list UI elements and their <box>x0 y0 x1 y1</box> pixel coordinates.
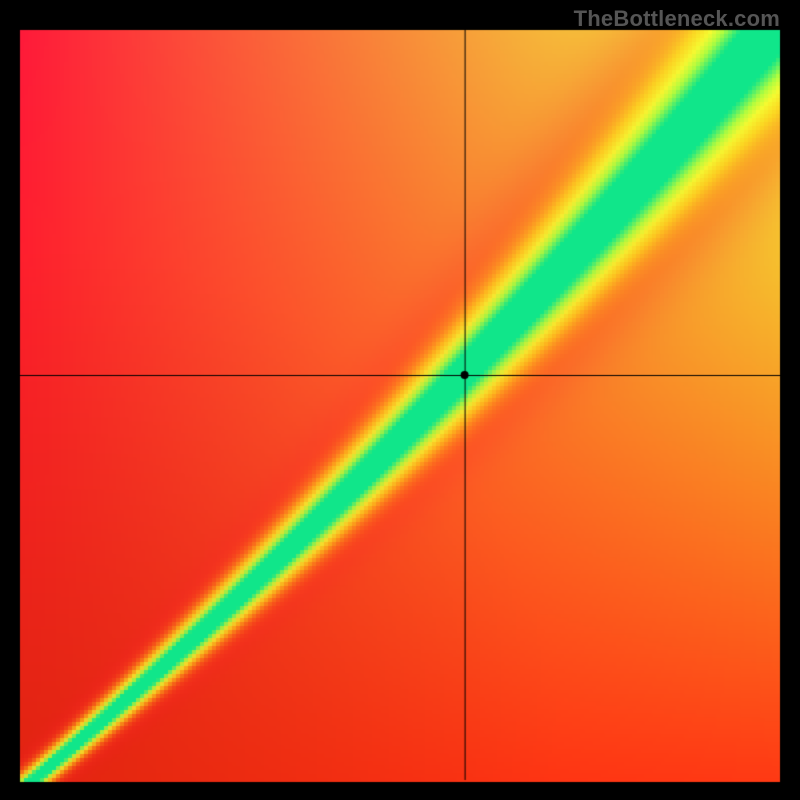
bottleneck-heatmap <box>0 0 800 800</box>
chart-container: TheBottleneck.com <box>0 0 800 800</box>
watermark: TheBottleneck.com <box>574 6 780 32</box>
